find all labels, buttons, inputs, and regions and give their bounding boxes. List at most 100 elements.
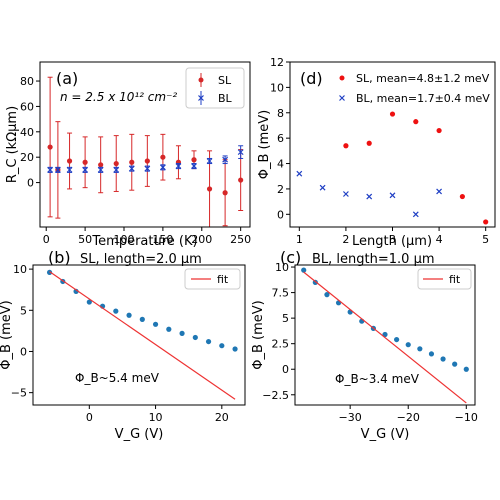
panel-c-ticks: −30 −20 −10 −2.5 0 2.5 5 7.5 10: [262, 261, 478, 424]
data-point: [343, 143, 349, 149]
y-tick-label: 5: [282, 312, 289, 325]
panel-b-legend: fit: [184, 268, 241, 290]
y-tick-label: 6: [277, 132, 284, 145]
fit-line: [49, 271, 236, 400]
panel-a-legend: SL BL: [185, 67, 245, 109]
x-tick-label: 10: [149, 411, 163, 424]
y-tick-label: 2.5: [272, 338, 290, 351]
legend-sl-label: SL: [218, 74, 232, 87]
data-point: [366, 193, 373, 200]
data-point: [54, 166, 61, 173]
x-tick-label: −30: [339, 411, 362, 424]
data-point: [82, 159, 88, 165]
data-point: [191, 157, 197, 163]
data-point: [232, 346, 238, 352]
data-point: [159, 164, 166, 171]
x-tick-label: 0: [86, 411, 93, 424]
panel-b-ticks: 0 10 20 −5 0 5 10: [11, 263, 229, 424]
x-tick-label: 50: [78, 233, 92, 246]
panel-c-legend: fit: [417, 268, 472, 290]
panel-a-label: (a): [56, 69, 78, 88]
panel-c-title: BL, length=1.0 μm: [312, 252, 435, 267]
data-point: [113, 160, 119, 167]
data-point: [206, 158, 213, 164]
data-point: [222, 190, 228, 196]
data-point: [463, 366, 469, 372]
legend-box: [185, 67, 245, 109]
data-point: [82, 166, 89, 173]
y-tick-label: 0: [282, 363, 289, 376]
data-point: [192, 334, 198, 341]
y-tick-label: −2.5: [262, 389, 289, 402]
x-tick-label: 150: [152, 233, 173, 246]
x-tick-label: 250: [230, 233, 251, 246]
data-point: [389, 192, 396, 199]
data-point: [66, 158, 73, 164]
data-point: [452, 361, 458, 367]
data-point: [296, 170, 303, 177]
panel-a-marks: [47, 76, 244, 227]
panel-b-label: (b): [48, 248, 71, 267]
legend-bl-label: BL: [218, 92, 233, 105]
data-point: [86, 299, 92, 305]
data-point: [160, 154, 166, 160]
data-point: [412, 211, 419, 218]
y-tick-label: 0: [277, 208, 284, 221]
data-point: [206, 186, 213, 192]
panel-b: (b) SL, length=2.0 μm 0 10 20 −5 0 5 10 Φ_B~5.…: [0, 248, 246, 442]
y-tick-label: 2: [277, 183, 284, 196]
data-point: [144, 158, 150, 164]
panel-a: 0 50 100 150 200 250 0 20 40 60 80 (a) n = 2.5 x 1…: [5, 61, 251, 249]
data-point: [459, 193, 465, 200]
data-point: [113, 166, 120, 173]
panel-d-label: (d): [300, 69, 323, 88]
data-point: [66, 166, 73, 173]
data-point: [205, 338, 212, 345]
data-point: [144, 165, 151, 172]
legend-sl-marker: [198, 77, 204, 83]
data-point: [179, 330, 185, 336]
y-tick-label: 5: [20, 304, 27, 317]
panel-d-ylabel: Φ_B (meV): [257, 110, 272, 179]
panel-a-ticks: 0 50 100 150 200 250 0 20 40 60 80: [20, 75, 251, 246]
y-tick-label: 60: [20, 100, 34, 113]
panel-b-title: SL, length=2.0 μm: [80, 252, 202, 267]
data-point: [222, 156, 229, 163]
x-tick-label: 1: [296, 233, 303, 246]
data-point: [301, 267, 307, 273]
panel-d-xlabel: Length (μm): [352, 234, 432, 249]
data-point: [405, 342, 411, 348]
panel-a-ylabel: R_C (kΩμm): [5, 106, 20, 183]
panel-c: (c) BL, length=1.0 μm −30 −20 −10 −2.5 0 2.5 5…: [251, 248, 478, 442]
data-point: [389, 111, 396, 117]
y-tick-label: 8: [277, 107, 284, 120]
data-point: [342, 191, 349, 197]
y-tick-label: 0: [20, 345, 27, 358]
data-point: [139, 316, 145, 322]
data-point: [113, 308, 119, 314]
data-point: [166, 326, 172, 332]
legend-bl-marker: [198, 95, 204, 101]
panel-c-annotation: Φ_B~3.4 meV: [335, 372, 420, 386]
data-point: [238, 177, 244, 183]
data-point: [366, 140, 372, 146]
data-point: [417, 346, 423, 352]
legend-fit-label: fit: [449, 273, 461, 286]
y-tick-label: 10: [275, 261, 289, 274]
panel-a-frame: [39, 61, 251, 228]
y-tick-label: −5: [11, 387, 27, 400]
data-point: [47, 144, 53, 150]
legend-bl-marker: [339, 95, 345, 101]
y-tick-label: 4: [277, 158, 284, 171]
panel-b-marks: [46, 269, 238, 400]
data-point: [319, 184, 326, 191]
panel-c-frame: [294, 264, 476, 406]
legend-sl-marker: [339, 75, 345, 81]
x-tick-label: −20: [397, 411, 420, 424]
fit-line: [303, 271, 467, 404]
x-tick-label: 5: [482, 233, 489, 246]
data-point: [413, 119, 419, 125]
panel-b-xlabel: V_G (V): [115, 427, 164, 442]
